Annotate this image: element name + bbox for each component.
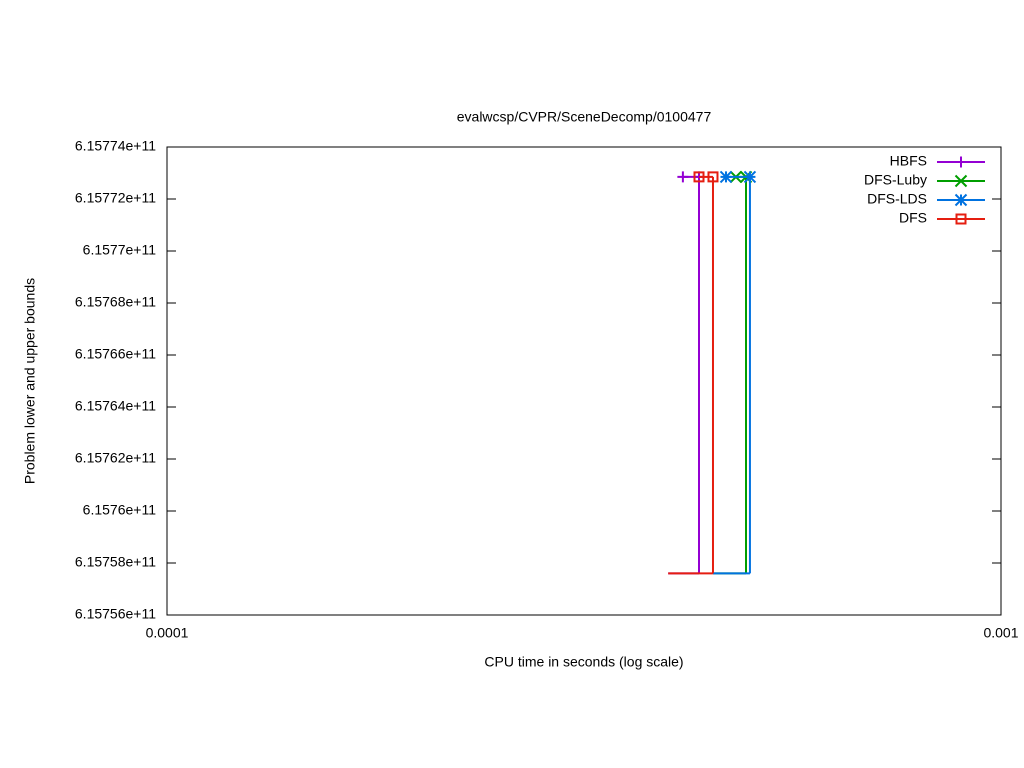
x-tick-label: 0.001 xyxy=(983,625,1018,641)
y-tick-label: 6.1576e+11 xyxy=(83,502,157,518)
y-tick-label: 6.15766e+11 xyxy=(75,346,156,362)
y-tick-label: 6.15772e+11 xyxy=(75,190,156,206)
y-axis-label: Problem lower and upper bounds xyxy=(22,278,38,484)
marker xyxy=(693,171,705,183)
y-tick-label: 6.15758e+11 xyxy=(75,554,156,570)
legend-label: HBFS xyxy=(890,153,927,169)
marker xyxy=(954,174,968,188)
marker xyxy=(743,170,757,184)
y-tick-label: 6.15774e+11 xyxy=(75,138,156,154)
marker xyxy=(707,171,719,183)
marker xyxy=(954,193,968,207)
legend-label: DFS-LDS xyxy=(867,191,927,207)
marker xyxy=(677,171,689,183)
marker xyxy=(955,213,967,225)
y-tick-label: 6.15764e+11 xyxy=(75,398,156,414)
x-axis-label: CPU time in seconds (log scale) xyxy=(484,654,683,670)
chart-title: evalwcsp/CVPR/SceneDecomp/0100477 xyxy=(457,109,712,125)
x-tick-label: 0.0001 xyxy=(146,625,189,641)
legend-label: DFS-Luby xyxy=(864,172,927,188)
y-tick-label: 6.1577e+11 xyxy=(83,242,157,258)
plot-frame xyxy=(166,146,1002,616)
y-tick-label: 6.15762e+11 xyxy=(75,450,156,466)
y-tick-label: 6.15768e+11 xyxy=(75,294,156,310)
marker xyxy=(719,170,733,184)
legend-label: DFS xyxy=(899,210,927,226)
marker xyxy=(955,156,967,168)
y-tick-label: 6.15756e+11 xyxy=(75,606,156,622)
